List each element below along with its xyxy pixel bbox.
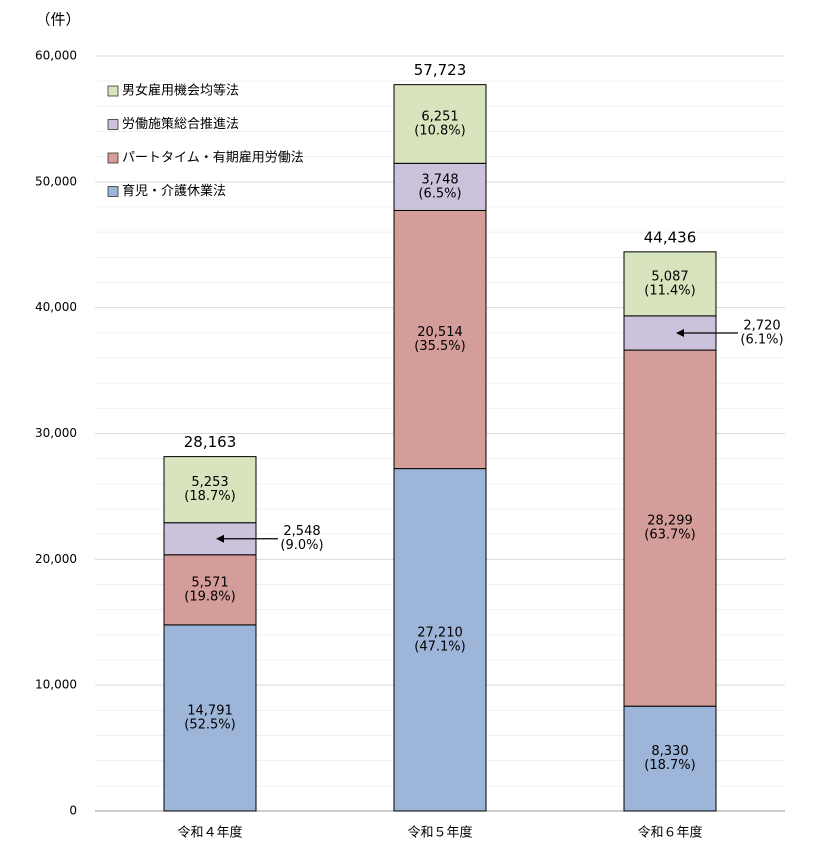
share-label: (19.8%) [184, 589, 235, 604]
total-label: 57,723 [414, 61, 467, 79]
value-label: 27,210 [417, 625, 463, 640]
y-tick-label: 0 [69, 804, 77, 818]
bar-segment [163, 624, 257, 812]
bar-segment [623, 251, 717, 317]
legend-swatch [107, 85, 119, 97]
legend-label: 男女雇用機会均等法 [122, 83, 239, 99]
y-tick-label: 50,000 [35, 174, 77, 188]
y-tick-label: 60,000 [35, 49, 77, 63]
legend-label: 育児・介護休業法 [122, 183, 226, 199]
y-axis-label: （件） [35, 11, 80, 29]
x-tick-label: 令和４年度 [177, 825, 242, 841]
value-label: 6,251 [421, 109, 458, 124]
share-label: (63.7%) [644, 528, 695, 543]
bar-segment [393, 84, 487, 164]
share-label: (6.5%) [418, 186, 461, 201]
value-label: 8,330 [651, 744, 688, 759]
value-label: 5,087 [651, 269, 688, 284]
legend-swatch [107, 186, 119, 197]
total-label: 44,436 [644, 228, 697, 246]
bar-segment [623, 349, 717, 707]
bar-segment [623, 705, 717, 812]
bar-segment [163, 456, 257, 524]
value-label: 28,299 [647, 514, 693, 529]
value-label: 5,253 [191, 475, 228, 490]
share-label: (47.1%) [414, 639, 465, 654]
share-label: (18.7%) [644, 758, 695, 773]
value-label: 2,548 [283, 524, 320, 539]
value-label: 20,514 [417, 325, 463, 340]
share-label: (52.5%) [184, 717, 235, 732]
value-label: 14,791 [187, 703, 233, 718]
legend-label: パートタイム・有期雇用労働法 [122, 150, 304, 166]
arrow-head [216, 534, 224, 543]
legend-swatch [107, 152, 119, 164]
value-label: 2,720 [743, 318, 780, 333]
y-tick-label: 20,000 [35, 552, 77, 566]
y-tick-label: 10,000 [35, 678, 77, 692]
total-label: 28,163 [184, 433, 237, 451]
x-tick-label: 令和５年度 [407, 825, 472, 841]
legend-label: 労働施策総合推進法 [122, 116, 239, 132]
share-label: (18.7%) [184, 489, 235, 504]
value-label: 3,748 [421, 172, 458, 187]
value-label: 5,571 [191, 575, 228, 590]
legend-swatch [107, 119, 119, 130]
share-label: (10.8%) [414, 123, 465, 138]
y-tick-label: 40,000 [35, 300, 77, 314]
share-label: (9.0%) [280, 538, 323, 553]
x-tick-label: 令和６年度 [637, 825, 702, 841]
bar-segment [163, 554, 257, 626]
bar-segment [393, 209, 487, 470]
share-label: (35.5%) [414, 339, 465, 354]
share-label: (11.4%) [644, 283, 695, 298]
bar-segment [393, 468, 487, 812]
share-label: (6.1%) [740, 332, 783, 347]
arrow-head [676, 328, 684, 337]
bar-segment [393, 162, 487, 211]
y-tick-label: 30,000 [35, 426, 77, 440]
